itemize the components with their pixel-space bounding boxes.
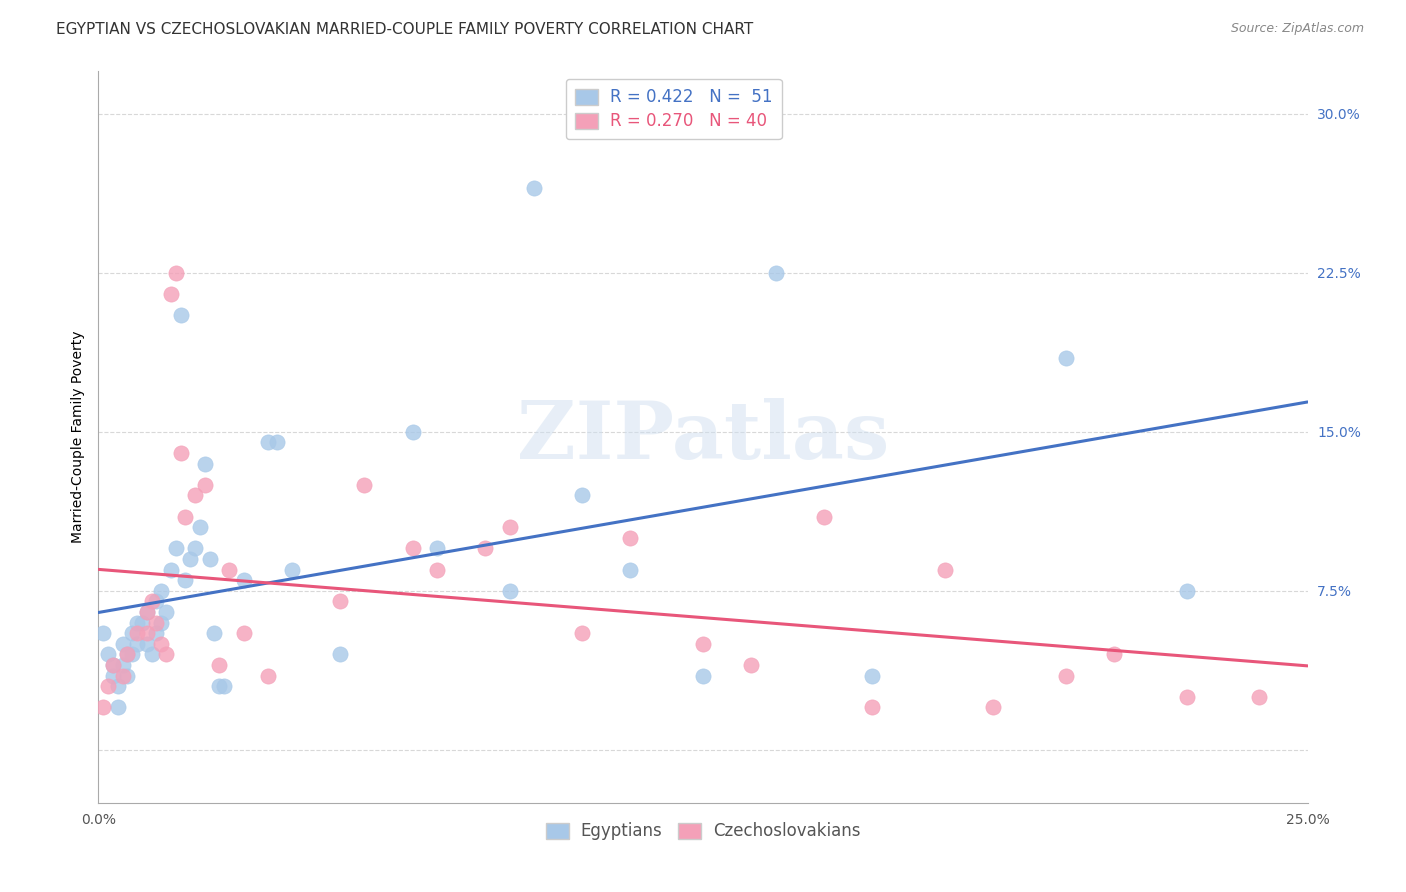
Point: [179, 552, 201, 566]
Point: [353, 477, 375, 491]
Point: [194, 477, 217, 491]
Point: [740, 658, 762, 673]
Point: [692, 637, 714, 651]
Point: [329, 648, 352, 662]
Point: [174, 509, 197, 524]
Text: EGYPTIAN VS CZECHOSLOVAKIAN MARRIED-COUPLE FAMILY POVERTY CORRELATION CHART: EGYPTIAN VS CZECHOSLOVAKIAN MARRIED-COUP…: [56, 22, 754, 37]
Point: [169, 308, 191, 322]
Point: [174, 573, 197, 587]
Point: [131, 615, 153, 630]
Point: [402, 541, 425, 556]
Point: [212, 679, 235, 693]
Point: [145, 594, 167, 608]
Point: [101, 668, 124, 682]
Point: [127, 637, 149, 651]
Point: [97, 648, 120, 662]
Point: [1102, 648, 1125, 662]
Point: [204, 626, 226, 640]
Point: [165, 266, 187, 280]
Point: [101, 658, 124, 673]
Point: [281, 563, 304, 577]
Point: [97, 679, 120, 693]
Point: [155, 605, 177, 619]
Point: [145, 615, 167, 630]
Point: [111, 637, 134, 651]
Point: [91, 700, 114, 714]
Point: [860, 668, 883, 682]
Point: [198, 552, 221, 566]
Point: [232, 573, 254, 587]
Text: Source: ZipAtlas.com: Source: ZipAtlas.com: [1230, 22, 1364, 36]
Point: [934, 563, 956, 577]
Point: [111, 658, 134, 673]
Point: [145, 626, 167, 640]
Point: [169, 446, 191, 460]
Point: [150, 637, 173, 651]
Point: [208, 679, 231, 693]
Point: [1054, 668, 1077, 682]
Point: [218, 563, 240, 577]
Point: [121, 648, 143, 662]
Point: [101, 658, 124, 673]
Point: [184, 488, 207, 502]
Y-axis label: Married-Couple Family Poverty: Married-Couple Family Poverty: [70, 331, 84, 543]
Point: [155, 648, 177, 662]
Point: [426, 541, 449, 556]
Point: [121, 626, 143, 640]
Point: [765, 266, 787, 280]
Point: [111, 668, 134, 682]
Point: [498, 520, 520, 534]
Point: [160, 287, 183, 301]
Point: [135, 605, 157, 619]
Point: [117, 648, 139, 662]
Point: [135, 605, 157, 619]
Point: [127, 615, 149, 630]
Point: [256, 435, 278, 450]
Point: [266, 435, 288, 450]
Point: [160, 563, 183, 577]
Point: [165, 541, 187, 556]
Point: [150, 583, 173, 598]
Point: [498, 583, 520, 598]
Point: [141, 594, 163, 608]
Point: [208, 658, 231, 673]
Point: [188, 520, 211, 534]
Point: [619, 531, 641, 545]
Point: [813, 509, 835, 524]
Point: [150, 615, 173, 630]
Point: [426, 563, 449, 577]
Legend: Egyptians, Czechoslovakians: Egyptians, Czechoslovakians: [540, 816, 866, 847]
Point: [571, 488, 593, 502]
Point: [107, 700, 129, 714]
Point: [1175, 583, 1198, 598]
Point: [402, 425, 425, 439]
Point: [692, 668, 714, 682]
Text: ZIPatlas: ZIPatlas: [517, 398, 889, 476]
Point: [117, 668, 139, 682]
Point: [91, 626, 114, 640]
Point: [981, 700, 1004, 714]
Point: [135, 626, 157, 640]
Point: [141, 648, 163, 662]
Point: [194, 457, 217, 471]
Point: [127, 626, 149, 640]
Point: [329, 594, 352, 608]
Point: [619, 563, 641, 577]
Point: [232, 626, 254, 640]
Point: [860, 700, 883, 714]
Point: [107, 679, 129, 693]
Point: [571, 626, 593, 640]
Point: [117, 648, 139, 662]
Point: [135, 637, 157, 651]
Point: [474, 541, 496, 556]
Point: [1175, 690, 1198, 704]
Point: [184, 541, 207, 556]
Point: [256, 668, 278, 682]
Point: [1054, 351, 1077, 365]
Point: [523, 181, 546, 195]
Point: [1249, 690, 1271, 704]
